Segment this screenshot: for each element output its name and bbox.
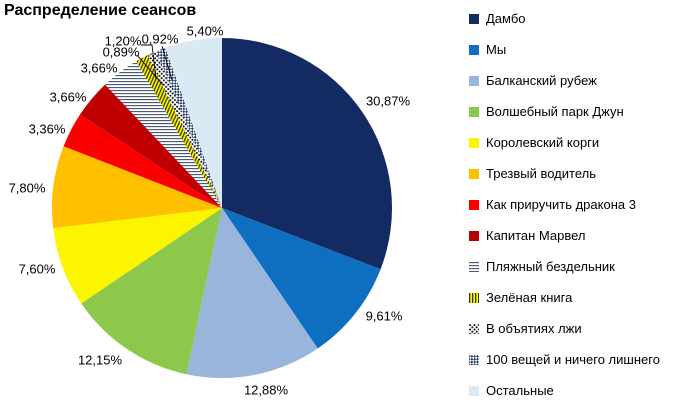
legend-label: Балканский рубеж — [486, 73, 597, 88]
pie-slice — [222, 38, 393, 270]
legend-label: Трезвый водитель — [486, 166, 596, 181]
legend-label: Волшебный парк Джун — [486, 104, 624, 119]
legend-item: Мы — [469, 34, 697, 65]
leader-line — [141, 44, 157, 80]
legend-item: Зелёная книга — [469, 282, 697, 313]
legend-swatch-icon — [469, 137, 479, 148]
leader-line — [161, 45, 173, 81]
legend-item: 100 вещей и ничего лишнего — [469, 344, 697, 375]
legend-label: В объятиях лжи — [486, 321, 582, 336]
pie-slice — [81, 208, 222, 375]
slice-percent-label: 7,60% — [19, 262, 56, 277]
legend-swatch-icon — [469, 230, 479, 241]
legend-item: Дамбо — [469, 3, 697, 34]
pie-slice — [52, 146, 222, 229]
legend-swatch-icon — [469, 75, 479, 86]
legend-label: Зелёная книга — [486, 290, 573, 305]
legend-item: Балканский рубеж — [469, 65, 697, 96]
percent-labels-group: 30,87% 9,61% 12,88% 12,15% 7,60% 7,80% 3,36% 3,… — [9, 24, 411, 398]
legend-swatch-icon — [469, 13, 479, 24]
pie-slice — [156, 47, 222, 208]
legend: Дамбо Мы Балканский рубеж Волшебный парк Дж… — [469, 3, 697, 406]
legend-label: Пляжный бездельник — [486, 259, 615, 274]
legend-swatch-icon — [469, 323, 479, 334]
legend-label: Как приручить дракона 3 — [486, 197, 636, 212]
legend-label: Остальные — [486, 383, 554, 398]
legend-label: 100 вещей и ничего лишнего — [486, 352, 660, 367]
chart-title: Распределение сеансов — [4, 2, 197, 19]
legend-swatch-icon — [469, 292, 479, 303]
leader-line — [136, 54, 164, 86]
label-leader-lines — [136, 44, 173, 86]
slice-percent-label: 12,88% — [244, 383, 289, 398]
slice-percent-label: 3,66% — [50, 90, 87, 105]
slice-percent-label: 3,66% — [81, 61, 118, 76]
slice-percent-label: 7,80% — [9, 181, 46, 196]
pie-slice — [165, 38, 222, 208]
legend-swatch-icon — [469, 261, 479, 272]
slice-percent-label: 30,87% — [366, 94, 411, 109]
legend-swatch-icon — [469, 199, 479, 210]
pie-slice — [53, 208, 223, 304]
pie-slice — [147, 51, 222, 209]
legend-label: Королевский корги — [486, 135, 600, 150]
pie-slices-group — [52, 38, 393, 379]
legend-item: Пляжный бездельник — [469, 251, 697, 282]
legend-item: Волшебный парк Джун — [469, 96, 697, 127]
pie-chart: 30,87% 9,61% 12,88% 12,15% 7,60% 7,80% 3,36% 3,… — [9, 24, 411, 398]
legend-swatch-icon — [469, 168, 479, 179]
legend-swatch-icon — [469, 354, 479, 365]
slice-percent-label: 0,89% — [103, 45, 140, 60]
pie-slice — [186, 208, 318, 379]
legend-item: Как приручить дракона 3 — [469, 189, 697, 220]
legend-swatch-icon — [469, 106, 479, 117]
legend-item: Трезвый водитель — [469, 158, 697, 189]
pie-slice — [80, 84, 222, 208]
slice-percent-label: 3,36% — [29, 122, 66, 137]
slice-percent-label: 9,61% — [366, 309, 403, 324]
pie-slice — [222, 208, 381, 349]
legend-item: Королевский корги — [469, 127, 697, 158]
legend-item: Остальные — [469, 375, 697, 406]
slice-percent-label: 5,40% — [187, 24, 224, 39]
slice-percent-label: 0,92% — [142, 32, 179, 47]
legend-label: Капитан Марвел — [486, 228, 586, 243]
legend-item: В объятиях лжи — [469, 313, 697, 344]
pie-slice — [63, 114, 223, 208]
legend-swatch-icon — [469, 44, 479, 55]
legend-swatch-icon — [469, 385, 479, 396]
pie-slice — [105, 61, 222, 208]
slice-percent-label: 12,15% — [78, 353, 123, 368]
legend-label: Дамбо — [486, 11, 526, 26]
pie-slice — [136, 55, 222, 209]
legend-item: Капитан Марвел — [469, 220, 697, 251]
legend-label: Мы — [486, 42, 507, 57]
slice-percent-label: 1,20% — [105, 34, 142, 49]
